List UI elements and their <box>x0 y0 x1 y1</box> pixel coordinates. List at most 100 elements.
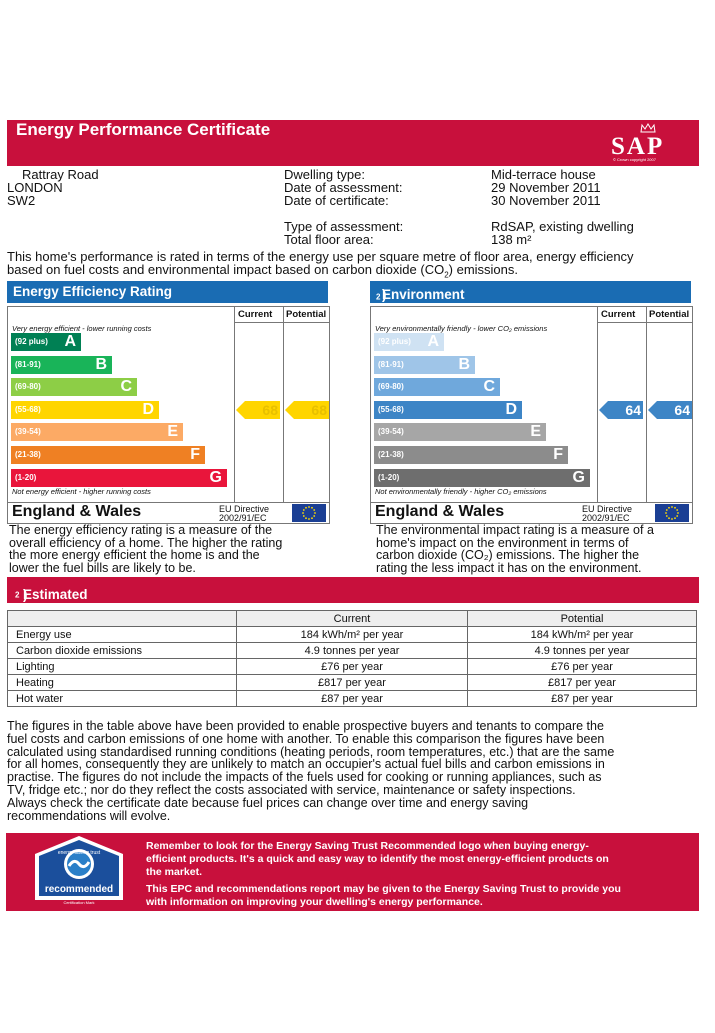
dwelling-type-value: Mid-terrace house <box>491 167 596 182</box>
energy-band-c: (69-80) C <box>11 378 137 397</box>
energy-potential-arrow: 68 <box>285 400 331 419</box>
environment-potential-arrow: 64 <box>648 400 694 419</box>
energy-band-letter: G <box>209 468 222 486</box>
environment-band-f: (21-38) F <box>374 446 568 464</box>
environment-band-letter: B <box>458 355 470 373</box>
floor-area-label: Total floor area: <box>284 232 374 247</box>
environment-top-note: Very environmentally friendly - lower CO… <box>375 324 548 333</box>
table-row: Carbon dioxide emissions 4.9 tonnes per y… <box>7 642 697 659</box>
environment-band-letter: C <box>483 378 495 396</box>
environment-band-e: (39-54) E <box>374 423 546 442</box>
energy-band-range: (69-80) <box>15 382 41 392</box>
environment-band-letter: A <box>427 333 439 350</box>
environment-footer: England & Wales EU Directive 2002/91/EC <box>371 502 692 523</box>
energy-footer: England & Wales EU Directive 2002/91/EC <box>8 502 329 523</box>
estimate-banner: Estimated energy use, carbon dioxide (CO… <box>7 577 699 677</box>
environment-current-arrow: 64 <box>599 400 645 419</box>
environment-band-a: (92 plus) A <box>374 333 444 351</box>
environment-current-value: 64 <box>625 401 641 418</box>
address-line2: LONDON <box>7 180 63 195</box>
energy-band-range: (92 plus) <box>15 337 48 346</box>
environment-band-range: (39-54) <box>378 427 404 437</box>
type-assessment-value: RdSAP, existing dwelling <box>491 219 634 234</box>
environment-eu-directive: EU Directive 2002/91/EC <box>582 504 633 523</box>
energy-region: England & Wales <box>12 503 142 520</box>
environment-band-b: (81-91) B <box>374 355 475 374</box>
sap-logo: SAP © Crown copyright 2007 <box>611 123 685 163</box>
environment-potential-value: 64 <box>674 401 690 418</box>
environment-rating-header: Environment Impact (CO2) Rating <box>370 281 691 317</box>
table-row: Heating £817 per year £817 per year <box>7 674 697 691</box>
environment-band-c: (69-80) C <box>374 378 500 397</box>
title-banner: Energy Performance Certificate SAP © Cro… <box>7 120 699 166</box>
energy-band-d: (55-68) D <box>11 400 159 419</box>
environment-band-letter: G <box>572 468 585 486</box>
energy-band-letter: C <box>120 378 132 396</box>
environment-band-range: (55-68) <box>378 404 404 414</box>
energy-band-g: (1-20) G <box>11 468 227 487</box>
page-title: Energy Performance Certificate <box>16 120 271 139</box>
sap-logo-text: SAP <box>611 133 665 160</box>
energy-potential-header: Potential <box>286 309 327 320</box>
energy-band-range: (21-38) <box>15 450 41 459</box>
environment-band-range: (92 plus) <box>378 337 411 346</box>
estimate-table: Current Potential Energy use 184 kWh/m² p… <box>7 610 697 707</box>
energy-band-b: (81-91) B <box>11 355 112 374</box>
energy-rating-chart: Current Potential Very energy efficient … <box>7 306 330 524</box>
estimate-title: Estimated energy use, carbon dioxide (CO… <box>15 587 90 677</box>
table-header-row: Current Potential <box>7 610 697 627</box>
recommended-box: energy saving trust recommended Certific… <box>6 833 699 911</box>
eu-flag-icon <box>292 504 326 522</box>
energy-rating-header: Energy Efficiency Rating <box>7 281 328 303</box>
svg-text:recommended: recommended <box>45 884 113 895</box>
address-line3: SW2 <box>7 193 36 208</box>
environment-bottom-note: Not environmentally friendly - higher CO… <box>375 487 547 496</box>
recommended-text-2: This EPC and recommendations report may … <box>146 883 621 908</box>
energy-band-letter: B <box>95 355 107 373</box>
energy-band-letter: D <box>142 400 154 418</box>
energy-band-f: (21-38) F <box>11 446 205 464</box>
floor-area-value: 138 m² <box>491 232 532 247</box>
date-certificate-label: Date of certificate: <box>284 193 389 208</box>
date-assessment-label: Date of assessment: <box>284 180 403 195</box>
energy-band-a: (92 plus) A <box>11 333 81 351</box>
col-current: Current <box>236 610 468 627</box>
svg-text:energy saving trust: energy saving trust <box>58 850 101 856</box>
environment-band-g: (1-20) G <box>374 468 590 487</box>
energy-saving-trust-logo: energy saving trust recommended Certific… <box>35 836 123 905</box>
energy-current-header: Current <box>238 309 273 320</box>
environment-current-header: Current <box>601 309 636 320</box>
environment-potential-header: Potential <box>649 309 690 320</box>
environment-band-range: (21-38) <box>378 450 404 459</box>
energy-band-letter: F <box>190 446 200 463</box>
energy-band-range: (81-91) <box>15 359 41 369</box>
date-assessment-value: 29 November 2011 <box>491 180 601 195</box>
environment-region: England & Wales <box>375 503 505 520</box>
energy-bottom-note: Not energy efficient - higher running co… <box>12 487 151 496</box>
environment-band-letter: E <box>530 423 541 441</box>
recommended-text-1: Remember to look for the Energy Saving T… <box>146 840 609 878</box>
environment-rating-chart: Current Potential Very environmentally f… <box>370 306 693 524</box>
energy-eu-directive: EU Directive 2002/91/EC <box>219 504 270 523</box>
intro-line1: This home's performance is rated in term… <box>7 249 634 264</box>
intro-paragraph: This home's performance is rated in term… <box>7 250 707 282</box>
table-row: Lighting £76 per year £76 per year <box>7 658 697 675</box>
environment-band-range: (69-80) <box>378 382 404 392</box>
environment-band-letter: D <box>505 400 517 418</box>
energy-current-arrow: 68 <box>236 400 282 419</box>
energy-band-e: (39-54) E <box>11 423 183 442</box>
type-assessment-label: Type of assessment: <box>284 219 404 234</box>
dwelling-type-label: Dwelling type: <box>284 167 365 182</box>
figures-paragraph: The figures in the table above have been… <box>7 719 615 823</box>
crown-icon <box>640 123 656 133</box>
energy-top-note: Very energy efficient - lower running co… <box>12 324 152 333</box>
svg-text:Certification Mark: Certification Mark <box>63 900 94 905</box>
table-row: Energy use 184 kWh/m² per year 184 kWh/m² … <box>7 626 697 643</box>
energy-band-range: (39-54) <box>15 427 41 437</box>
energy-potential-value: 68 <box>311 401 327 418</box>
environment-band-d: (55-68) D <box>374 400 522 419</box>
col-potential: Potential <box>467 610 697 627</box>
environment-band-letter: F <box>553 446 563 463</box>
environment-rating-title: Environment Impact (CO2) Rating <box>376 287 465 317</box>
energy-band-range: (55-68) <box>15 404 41 414</box>
